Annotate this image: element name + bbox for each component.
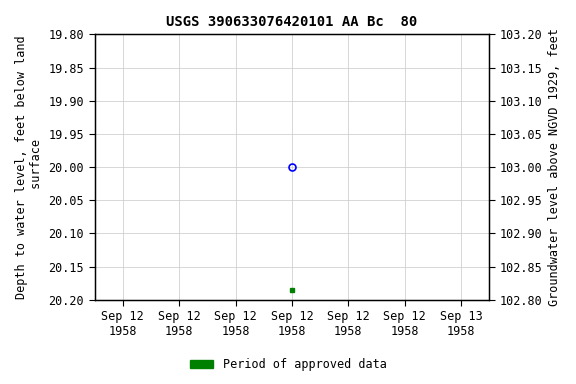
Y-axis label: Depth to water level, feet below land
 surface: Depth to water level, feet below land su… [15,35,43,299]
Y-axis label: Groundwater level above NGVD 1929, feet: Groundwater level above NGVD 1929, feet [548,28,561,306]
Title: USGS 390633076420101 AA Bc  80: USGS 390633076420101 AA Bc 80 [166,15,418,29]
Legend: Period of approved data: Period of approved data [185,354,391,376]
